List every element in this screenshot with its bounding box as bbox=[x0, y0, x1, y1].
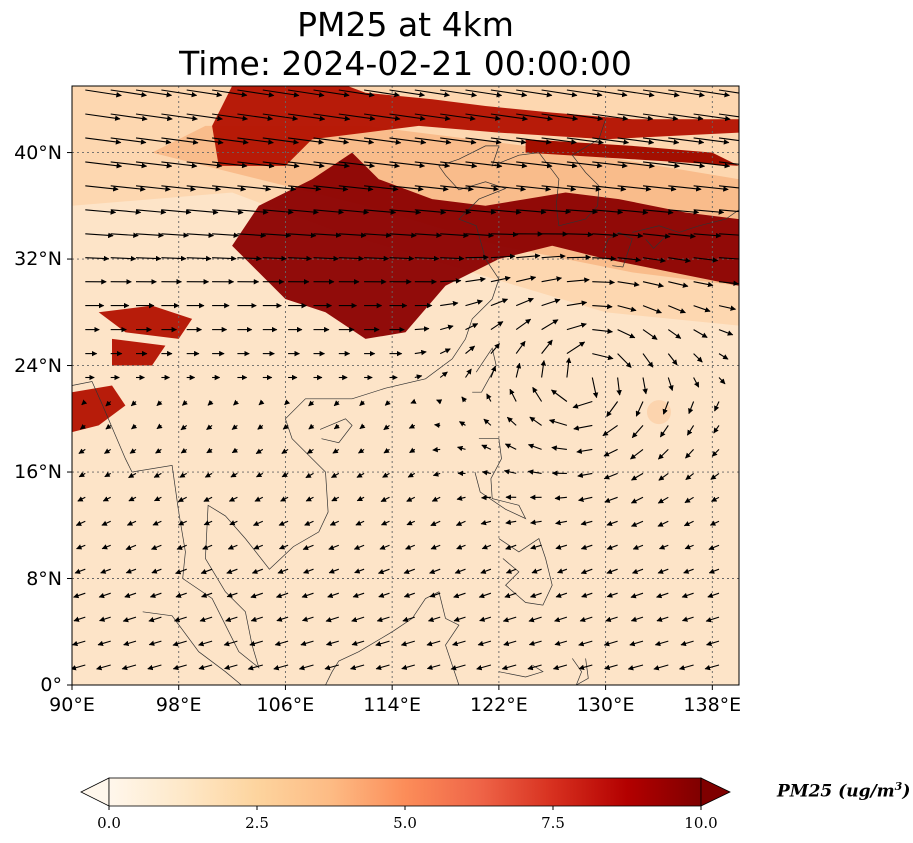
colorbar-title: PM25 (ug/m3) bbox=[777, 780, 911, 802]
colorbar-body bbox=[108, 777, 702, 807]
colorbar-tick-label: 2.5 bbox=[245, 814, 269, 832]
lat-tick-label: 40°N bbox=[14, 141, 62, 164]
map-title: PM25 at 4km bbox=[297, 5, 514, 44]
lat-tick-label: 16°N bbox=[14, 461, 62, 484]
lon-tick-label: 138°E bbox=[683, 694, 742, 716]
pm25-concentration-field bbox=[72, 86, 739, 433]
coastlines bbox=[72, 119, 739, 685]
lon-tick-label: 98°E bbox=[155, 694, 202, 716]
colorbar-tick-label: 10.0 bbox=[684, 814, 718, 832]
lon-tick-label: 114°E bbox=[363, 694, 422, 716]
colorbar-tick-label: 0.0 bbox=[97, 814, 121, 832]
colorbar-tick-label: 7.5 bbox=[541, 814, 565, 832]
lon-tick-label: 106°E bbox=[256, 694, 315, 716]
lon-tick-label: 90°E bbox=[49, 694, 95, 716]
lon-tick-label: 130°E bbox=[576, 694, 635, 716]
wind-vectors bbox=[72, 89, 739, 671]
colorbar-extend-high bbox=[700, 777, 731, 807]
lat-tick-label: 8°N bbox=[26, 567, 62, 590]
lat-tick-label: 32°N bbox=[14, 248, 62, 271]
colorbar-extend-low bbox=[80, 777, 110, 807]
map-frame bbox=[71, 85, 740, 686]
lon-tick-label: 122°E bbox=[469, 694, 528, 716]
lat-tick-label: 24°N bbox=[14, 354, 62, 377]
axis-ticks bbox=[67, 152, 713, 690]
colorbar-tick-label: 5.0 bbox=[393, 814, 417, 832]
map-time-subtitle: Time: 2024-02-21 00:00:00 bbox=[179, 44, 632, 83]
lat-tick-label: 0° bbox=[40, 674, 62, 696]
